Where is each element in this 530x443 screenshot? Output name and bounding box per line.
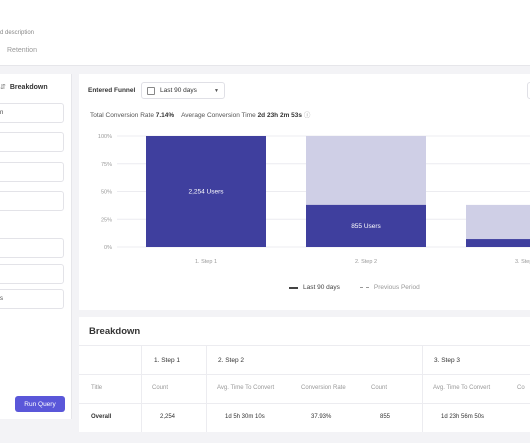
- funnel-chart-card: Entered Funnel Last 90 days ▼ Total Conv…: [79, 74, 530, 310]
- row-title: Overall: [91, 414, 112, 420]
- top-bar: d description Retention: [0, 0, 530, 66]
- step-field-2[interactable]: [0, 132, 64, 152]
- filter-field-2[interactable]: [0, 264, 64, 284]
- report-description[interactable]: d description: [0, 30, 35, 36]
- column-header[interactable]: Avg. Time To Convert: [217, 385, 275, 391]
- breakdown-header[interactable]: ⇵ Breakdown: [0, 80, 48, 94]
- column-header[interactable]: Title: [91, 385, 103, 391]
- legend-label-current: Last 90 days: [303, 284, 340, 291]
- column-header[interactable]: Co: [517, 385, 525, 391]
- legend-item-previous[interactable]: Previous Period: [359, 284, 420, 291]
- step1-count: 2,254: [160, 414, 176, 420]
- calendar-icon: [147, 86, 155, 95]
- step-header: 3. Step 3: [434, 357, 461, 364]
- column-header[interactable]: Count: [152, 385, 169, 391]
- chart-legend: Last 90 days Previous Period: [289, 284, 420, 291]
- table-row[interactable]: Overall 2,254 1d 5h 30m 10s 37.93% 855 1…: [79, 403, 530, 432]
- caret-down-icon: ▼: [214, 88, 219, 94]
- x-tick-label: 2. Step 2: [355, 259, 377, 265]
- step2-count: 855: [380, 414, 391, 420]
- breakdown-title: Breakdown: [89, 326, 141, 337]
- bar-data-label: 855 Users: [351, 223, 381, 230]
- column-header[interactable]: Count: [371, 385, 388, 391]
- run-query-button[interactable]: Run Query: [15, 396, 65, 412]
- avg-time-label: Average Conversion Time: [181, 112, 256, 119]
- column-header-row: Title Count Avg. Time To Convert Convers…: [79, 374, 530, 403]
- chart-options-button[interactable]: [527, 82, 530, 99]
- breakdown-icon: ⇵: [0, 84, 6, 91]
- breakdown-label: Breakdown: [9, 83, 48, 91]
- step-field-1[interactable]: n: [0, 103, 64, 123]
- x-tick-label: 3. Step 3: [515, 259, 530, 265]
- info-icon[interactable]: ⓘ: [303, 112, 311, 119]
- x-tick-label: 1. Step 1: [195, 259, 217, 265]
- conversion-stats: Total Conversion Rate 7.14% Average Conv…: [90, 109, 310, 119]
- avg-time-value: 2d 23h 2m 53s: [257, 112, 303, 119]
- step-field-3[interactable]: [0, 162, 64, 182]
- dashed-line-swatch: [359, 287, 369, 288]
- y-tick-label: 75%: [101, 162, 112, 168]
- y-tick-label: 25%: [101, 217, 112, 223]
- bar-data-label: 2,254 Users: [188, 189, 224, 196]
- current-period-bar: [306, 204, 426, 247]
- entered-funnel-label: Entered Funnel: [88, 87, 136, 94]
- step-header: 2. Step 2: [218, 357, 245, 364]
- y-tick-label: 0%: [104, 245, 112, 251]
- step-field-4[interactable]: [0, 191, 64, 211]
- funnel-bar-chart: 0% 25% 50% 75% 100% 2,254 Users 1. Step 1 855 U…: [98, 134, 530, 265]
- step-header-row: 1. Step 1 2. Step 2 3. Step 3: [79, 345, 530, 374]
- column-header[interactable]: Avg. Time To Convert: [433, 385, 491, 391]
- step2-conversion-rate: 37.93%: [311, 414, 332, 420]
- current-period-bar: [466, 239, 530, 247]
- breakdown-card: Breakdown 1. Step 1 2. Step 2 3. Step 3 …: [79, 317, 530, 432]
- step2-avg-time: 1d 5h 30m 10s: [225, 414, 265, 420]
- current-period-bar: [146, 136, 266, 247]
- y-tick-label: 100%: [98, 134, 112, 140]
- legend-item-current[interactable]: Last 90 days: [289, 284, 340, 291]
- filter-field-3[interactable]: s: [0, 289, 64, 309]
- total-conversion-value: 7.14%: [155, 112, 175, 119]
- solid-line-swatch: [289, 286, 298, 289]
- filter-field-1[interactable]: [0, 238, 64, 258]
- step3-avg-time: 1d 23h 56m 50s: [441, 414, 485, 420]
- step-header: 1. Step 1: [154, 357, 181, 364]
- date-range-select[interactable]: Last 90 days ▼: [141, 82, 225, 99]
- y-tick-label: 50%: [101, 190, 112, 196]
- tab-retention[interactable]: Retention: [7, 47, 37, 54]
- column-header[interactable]: Conversion Rate: [301, 385, 346, 391]
- date-range-value: Last 90 days: [160, 87, 197, 94]
- total-conversion-label: Total Conversion Rate: [90, 112, 154, 119]
- legend-label-previous: Previous Period: [373, 284, 420, 291]
